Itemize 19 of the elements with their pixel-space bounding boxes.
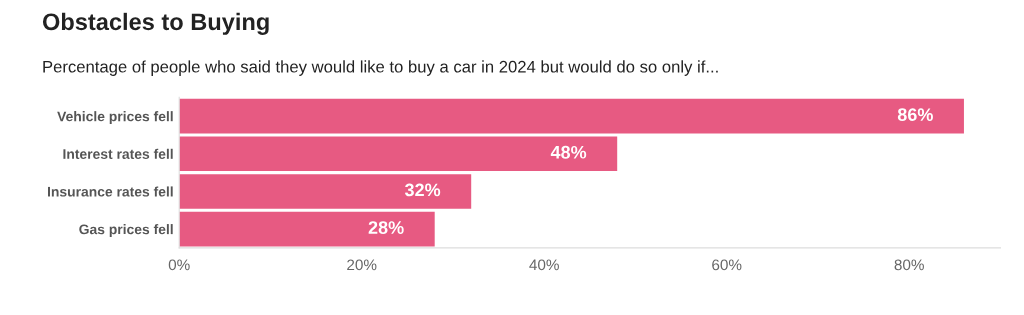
y-tick-label: Gas prices fell xyxy=(79,224,173,237)
data-label: 86% xyxy=(897,108,933,121)
bar xyxy=(179,136,618,172)
bar xyxy=(179,174,472,209)
chart-subtitle: Percentage of people who said they would like to buy a car in 2024 but would do so only if... xyxy=(43,60,718,76)
x-tick-label: 80% xyxy=(894,259,924,271)
x-tick-label: 40% xyxy=(529,259,559,271)
bar xyxy=(179,211,435,247)
y-tick-label: Vehicle prices fell xyxy=(57,111,173,125)
chart-title: Obstacles to Buying xyxy=(42,12,269,35)
x-tick-label: 20% xyxy=(347,259,377,271)
data-label: 32% xyxy=(404,183,441,197)
data-label: 48% xyxy=(550,145,587,159)
y-tick-label: Interest rates fell xyxy=(63,148,173,159)
x-tick-label: 0% xyxy=(168,259,190,271)
bar xyxy=(179,98,964,134)
data-label: 28% xyxy=(368,221,404,234)
y-tick-label: Insurance rates fell xyxy=(47,186,173,197)
x-tick-label: 60% xyxy=(712,259,742,271)
